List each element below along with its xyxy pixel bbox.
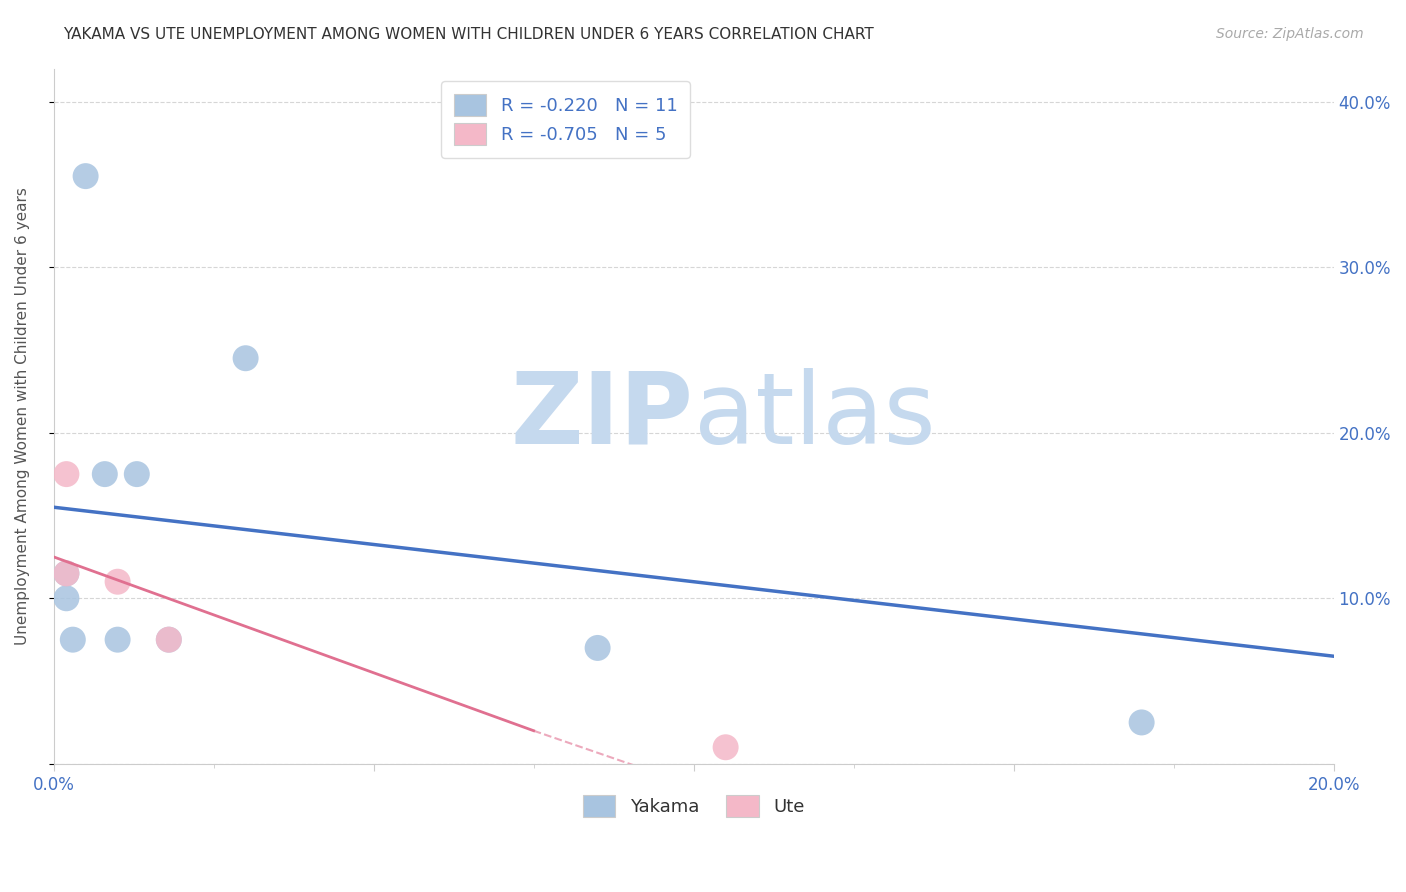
- Point: [94, 467, 117, 482]
- Point: [55, 566, 77, 581]
- Point: [157, 632, 180, 647]
- Point: [107, 574, 129, 589]
- Point: [586, 640, 609, 655]
- Point: [55, 566, 77, 581]
- Point: [235, 351, 257, 366]
- Point: [55, 591, 77, 606]
- Point: [55, 467, 77, 482]
- Y-axis label: Unemployment Among Women with Children Under 6 years: Unemployment Among Women with Children U…: [15, 187, 30, 645]
- Point: [75, 169, 97, 183]
- Point: [62, 632, 84, 647]
- Point: [125, 467, 148, 482]
- Text: YAKAMA VS UTE UNEMPLOYMENT AMONG WOMEN WITH CHILDREN UNDER 6 YEARS CORRELATION C: YAKAMA VS UTE UNEMPLOYMENT AMONG WOMEN W…: [63, 27, 875, 42]
- Point: [1130, 715, 1153, 730]
- Legend: Yakama, Ute: Yakama, Ute: [575, 788, 811, 824]
- Point: [157, 632, 180, 647]
- Text: atlas: atlas: [693, 368, 935, 465]
- Point: [714, 740, 737, 755]
- Text: Source: ZipAtlas.com: Source: ZipAtlas.com: [1216, 27, 1364, 41]
- Text: ZIP: ZIP: [510, 368, 693, 465]
- Point: [107, 632, 129, 647]
